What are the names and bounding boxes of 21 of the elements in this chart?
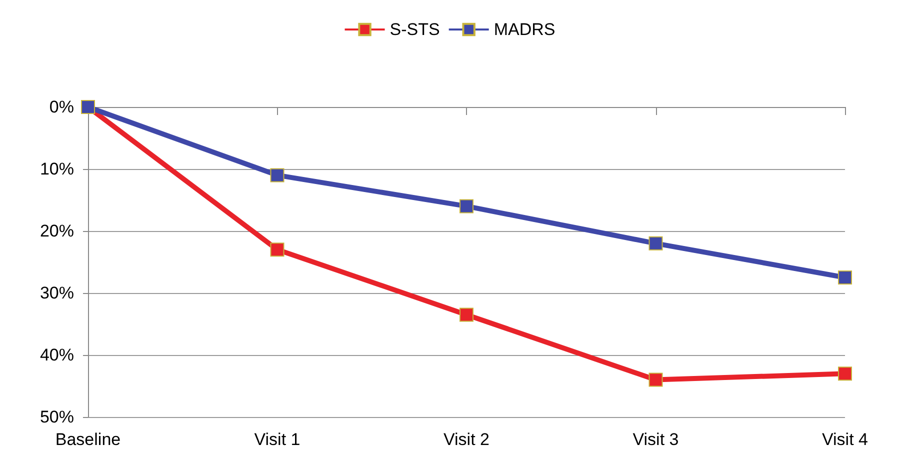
y-tick-label: 0% [49, 98, 74, 116]
point [648, 236, 663, 250]
y-tick-label: 10% [40, 160, 74, 178]
y-tick-label: 40% [40, 346, 74, 364]
point [460, 199, 474, 214]
point [460, 308, 474, 322]
x-tick-label: Visit 3 [632, 430, 679, 449]
point [270, 168, 284, 182]
point [648, 372, 663, 387]
y-tick-label: 30% [40, 284, 74, 302]
x-tick-label: Baseline [55, 430, 121, 449]
legend-label: MADRS [494, 20, 556, 39]
point [270, 242, 284, 257]
y-tick-label: 50% [40, 408, 74, 426]
x-tick-label: Visit 1 [254, 430, 300, 449]
point [838, 366, 852, 381]
x-tick-label: Visit 4 [822, 430, 868, 449]
point [838, 270, 852, 284]
legend-label: S-STS [390, 20, 440, 39]
y-tick-label: 20% [40, 222, 74, 240]
x-tick-label: Visit 2 [444, 430, 490, 449]
